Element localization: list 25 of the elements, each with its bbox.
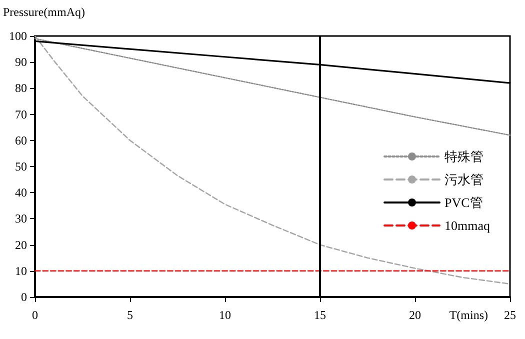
y-tick-label: 90 xyxy=(15,55,27,70)
x-tick-label: 15 xyxy=(314,308,326,322)
y-tick-label: 40 xyxy=(15,186,27,200)
y-tick-label: 100 xyxy=(9,29,27,43)
x-tick-label: 10 xyxy=(219,308,231,322)
y-tick-label: 60 xyxy=(15,133,27,148)
legend-label: 10mmaq xyxy=(444,218,490,233)
legend-label: 特殊管 xyxy=(444,149,484,164)
x-tick-label: 0 xyxy=(32,308,38,322)
x-axis-title: T(mins) xyxy=(449,308,488,322)
y-tick-label: 80 xyxy=(15,81,27,96)
x-tick-label: 20 xyxy=(409,308,421,322)
y-tick-label: 70 xyxy=(15,107,27,122)
y-tick-label: 30 xyxy=(15,212,27,226)
line-series xyxy=(34,38,511,136)
y-tick-label: 10 xyxy=(15,264,27,278)
y-tick-label: 20 xyxy=(15,238,27,252)
line-series xyxy=(34,35,511,285)
x-tick-label: 5 xyxy=(127,308,133,322)
y-tick-label: 0 xyxy=(21,290,27,304)
y-tick-label: 50 xyxy=(15,160,27,174)
legend-label: PVC管 xyxy=(444,195,483,210)
legend-label: 污水管 xyxy=(444,172,484,187)
x-tick-label: 25 xyxy=(504,308,516,322)
y-axis-title: Pressure(mmAq) xyxy=(3,5,85,19)
